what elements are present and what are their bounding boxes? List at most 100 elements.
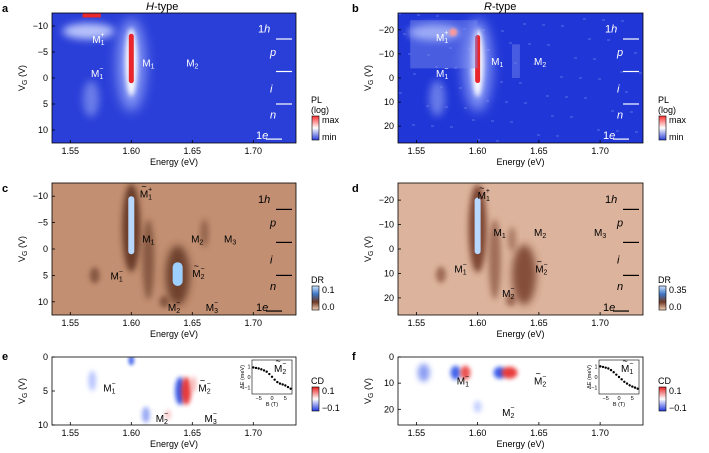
heatmap-area [398, 13, 643, 143]
colorbar-label: PL [311, 95, 322, 105]
noise-pixel [616, 130, 619, 132]
column-title: R-type [484, 1, 516, 13]
noise-pixel [459, 87, 462, 89]
tilde-mark: ~ [537, 257, 542, 267]
noise-pixel [607, 39, 610, 41]
x-tick-label: 1.55 [62, 146, 80, 156]
noise-pixel [584, 97, 587, 99]
M1-plus-emission [408, 24, 461, 41]
peak-label: M2 [534, 228, 546, 240]
peak-label: M3 [224, 234, 236, 246]
noise-pixel [579, 77, 582, 79]
inset-point [284, 384, 287, 387]
inset-point [623, 380, 626, 383]
panel-a: a 1.55 1.60 1.65 1.70 −10 −5 0 5 10 Energy (eV) VG … [2, 3, 340, 167]
M1-peak [128, 196, 135, 255]
peak-label: M2 [186, 58, 198, 70]
inset-y-label: ΔE (meV) [240, 365, 246, 389]
colorbar-tick: −0.1 [669, 403, 687, 413]
y-tick-label: 0 [43, 244, 48, 254]
region-label-i: i [270, 255, 273, 267]
cd-feature-blue [450, 365, 461, 380]
colorbar-tick: 0.0 [669, 302, 682, 312]
inset-x-tick: −5 [603, 396, 609, 402]
peak-label: M1+ [478, 188, 490, 203]
panel-letter: a [2, 3, 9, 15]
noise-pixel [593, 58, 596, 60]
colorbar-tick: 0.1 [669, 386, 682, 396]
region-label-1e: 1e [256, 302, 268, 314]
tilde-mark: ~ [479, 183, 484, 193]
noise-pixel [417, 14, 420, 16]
y-axis-label: VG (V) [17, 378, 29, 404]
noise-pixel [546, 95, 549, 97]
inset-point [265, 370, 268, 373]
colorbar-tick: 0.0 [322, 302, 335, 312]
noise-pixel [583, 18, 586, 20]
inset-y-tick: −1 [244, 386, 250, 392]
region-label-p: p [269, 218, 276, 230]
colorbar-min: min [669, 132, 684, 142]
colorbar [311, 115, 320, 141]
x-tick-label: 1.65 [530, 318, 548, 328]
inset-y-tick: −1 [591, 386, 597, 392]
tilde-mark: ~ [535, 369, 540, 379]
cd-feature [164, 409, 171, 420]
peak-label: M1− [103, 381, 115, 396]
peak-label: M2− [198, 381, 210, 396]
noise-pixel [611, 110, 614, 112]
colorbar-label: CD [658, 376, 671, 386]
region-label-n: n [617, 109, 623, 121]
noise-pixel [486, 100, 489, 102]
plot-frame [397, 356, 644, 426]
panel-letter: f [352, 351, 356, 363]
y-tick-label: 20 [384, 121, 394, 131]
noise-pixel [454, 67, 457, 69]
peak-label: M1− [436, 66, 448, 81]
peak-label: M2 [191, 234, 203, 246]
x-tick-label: 1.70 [245, 146, 263, 156]
noise-pixel [621, 20, 624, 22]
colorbar-tick: 0.1 [322, 285, 335, 295]
inset-point [636, 387, 639, 390]
tilde-mark: ~ [194, 261, 199, 271]
y-axis-label: VG (V) [17, 65, 29, 91]
noise-pixel [625, 91, 628, 93]
colorbar-max: max [322, 115, 340, 125]
inset-point [276, 380, 279, 384]
cd-feature [88, 370, 97, 391]
inset-x-tick: 0 [617, 396, 620, 402]
x-tick-label: 1.55 [62, 318, 80, 328]
y-tick-label: 10 [38, 420, 48, 430]
column-title: H-type [146, 1, 178, 13]
y-tick-label: −5 [38, 218, 48, 228]
noise-pixel [537, 134, 540, 136]
inset-point [252, 366, 255, 369]
inset-plot: −5 0 5 −1 0 1 B (T) ΔE (meV) M1−~ [587, 356, 640, 408]
y-tick-label: 10 [384, 378, 394, 388]
y-tick-label: −10 [33, 21, 48, 31]
noise-pixel [630, 111, 633, 113]
inset-y-tick: 0 [594, 375, 597, 381]
x-tick-label: 1.60 [469, 146, 487, 156]
x-tick-label: 1.70 [591, 146, 609, 156]
inset-point [599, 365, 602, 368]
noise-pixel [510, 121, 513, 123]
noise-pixel [477, 139, 480, 141]
M2-tilde-absorption [512, 244, 537, 305]
peak-label: M1 [142, 58, 154, 70]
noise-pixel [620, 71, 623, 73]
noise-pixel [556, 135, 559, 137]
region-label-p: p [269, 47, 276, 59]
noise-pixel [574, 57, 577, 59]
colorbar-tick: 0.1 [322, 386, 335, 396]
noise-pixel [496, 140, 499, 142]
peak-label: M3 [594, 228, 606, 240]
y-tick-label: 5 [43, 386, 48, 396]
M2-absorption [142, 219, 155, 300]
inset-point [268, 372, 271, 376]
inset-point [633, 386, 637, 389]
colorbar-label: PL [658, 95, 669, 105]
M2-minus-absorption [505, 294, 516, 307]
